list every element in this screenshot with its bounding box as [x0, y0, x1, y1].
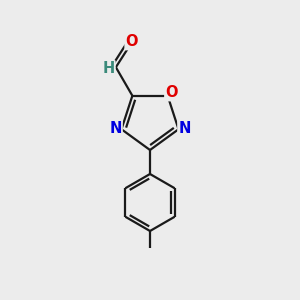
Text: H: H — [102, 61, 115, 76]
Text: O: O — [165, 85, 178, 100]
Text: N: N — [109, 121, 122, 136]
Text: N: N — [178, 121, 191, 136]
Text: O: O — [125, 34, 138, 49]
